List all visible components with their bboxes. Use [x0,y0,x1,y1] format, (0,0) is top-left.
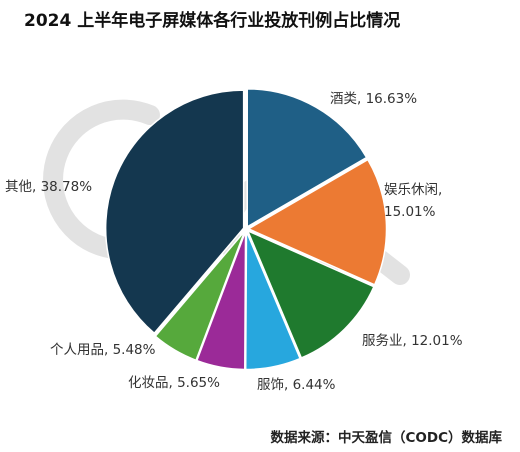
slice-label-5: 化妆品, 5.65% [128,375,220,391]
pie-slice-3 [246,229,375,359]
pie-labels: 酒类, 16.63% 娱乐休闲, 15.01% 服务业, 12.01% 服饰, 6.44… [5,91,463,393]
slice-label-4: 服饰, 6.44% [257,377,336,393]
pie-slice-6 [154,230,246,362]
pie-slice-4 [244,231,302,371]
slice-label-6: 个人用品, 5.48% [50,342,156,358]
pie-slice-7 [104,89,245,335]
pie-slice-2 [246,158,388,286]
slice-label-7: 其他, 38.78% [5,179,92,195]
pie-slice-1 [246,88,368,229]
slice-label-3: 服务业, 12.01% [362,333,463,349]
pie-slice-5 [195,231,247,371]
pie-slices [104,88,388,371]
source-note: 数据来源：中天盈信（CODC）数据库 [270,430,503,446]
chart-title: 2024 上半年电子屏媒体各行业投放刊例占比情况 [24,11,401,31]
slice-label-2: 娱乐休闲, 15.01% [384,182,442,220]
slice-label-1: 酒类, 16.63% [330,91,417,107]
